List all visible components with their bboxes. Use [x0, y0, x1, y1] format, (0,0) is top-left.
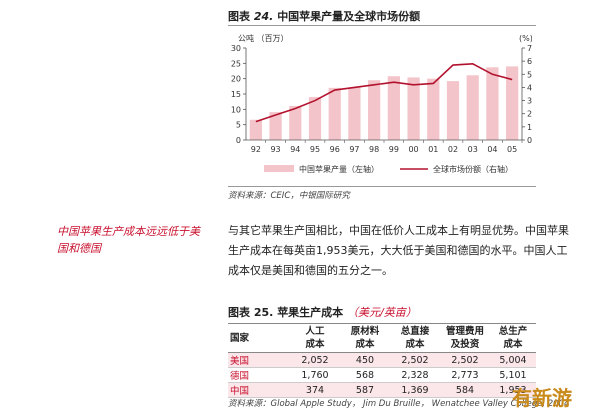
bar-production: [269, 112, 282, 140]
table-source: 资料来源：Global Apple Study， Jim Du Bruille，…: [228, 399, 570, 409]
bar-production: [407, 77, 420, 140]
x-tick-label: 01: [428, 145, 438, 154]
header-country: 国家: [230, 332, 250, 344]
left-tick-label: 30: [231, 44, 241, 53]
cell-labor: 1,760: [301, 369, 329, 381]
table-row: 德国 1,760 568 2,328 2,773 5,101: [228, 368, 536, 383]
bar-production: [368, 80, 381, 140]
bar-production: [506, 66, 519, 140]
cell-labor: 374: [305, 384, 325, 396]
x-tick-label: 92: [251, 145, 261, 154]
x-tick-label: 97: [349, 145, 359, 154]
cell-total: 5,101: [499, 369, 527, 381]
right-tick-label: 0: [527, 136, 532, 145]
right-tick-label: 70: [527, 44, 532, 53]
bar-production: [249, 119, 262, 140]
x-tick-label: 03: [468, 145, 478, 154]
table-row: 美国 2,052 450 2,502 2,502 5,004: [228, 352, 536, 368]
bar-production: [289, 105, 302, 140]
x-tick-label: 94: [290, 145, 300, 154]
header-overhead: 管理费用 及投资: [445, 326, 484, 350]
right-axis-title: (%): [519, 34, 532, 43]
body-paragraph: 与其它苹果生产国相比，中国在低价人工成本上有明显优势。中国苹果生产成本在每英亩1…: [228, 224, 569, 277]
header-direct: 总直接 成本: [400, 326, 430, 350]
cell-materials: 587: [355, 384, 375, 396]
left-axis-title: 公吨 （百万）: [238, 33, 289, 43]
right-tick-label: 20: [527, 110, 532, 119]
figure-bottom-rule: [228, 186, 536, 187]
cell-direct: 2,502: [401, 354, 429, 366]
cell-direct: 2,328: [401, 369, 429, 381]
bar-production: [387, 76, 400, 140]
figure-top-rule: [228, 25, 536, 26]
cell-country: 德国: [230, 371, 250, 382]
table-row: 中国 374 587 1,369 584 1,953: [228, 382, 536, 398]
table-header-row: 国家 人工 成本 原材料 成本 总直接 成本 管理费用 及投资 总生产 成本: [228, 323, 536, 353]
cell-total: 1,953: [499, 384, 527, 396]
bar-production: [446, 81, 460, 140]
right-tick-label: 50: [527, 70, 532, 79]
bar-production: [466, 75, 479, 140]
x-tick-label: 04: [487, 145, 497, 154]
cell-overhead: 584: [455, 384, 475, 396]
bar-production: [427, 78, 440, 140]
cell-overhead: 2,502: [451, 354, 479, 366]
bar-production: [486, 67, 499, 140]
left-axis: 公吨 （百万） 0 5 10 15 20 25 30: [231, 33, 289, 145]
chart-legend: 中国苹果产量（左轴） 全球市场份额（右轴）: [264, 164, 513, 174]
bar-series: [249, 66, 519, 140]
x-tick-label: 05: [507, 145, 517, 154]
left-tick-label: 10: [231, 105, 241, 114]
cell-country: 中国: [230, 386, 250, 397]
cell-direct: 1,369: [401, 384, 429, 396]
right-axis: (%) 0 10 20 30 40 50 60 70: [519, 34, 532, 145]
figure-source: 资料来源：CEIC，中银国际研究: [228, 191, 350, 201]
cell-country: 美国: [230, 356, 250, 367]
header-materials: 原材料 成本: [350, 326, 380, 350]
header-total: 总生产 成本: [498, 326, 528, 350]
x-tick-label: 96: [330, 145, 340, 154]
legend-label-share: 全球市场份额（右轴）: [433, 164, 513, 174]
left-tick-label: 5: [236, 121, 241, 130]
x-tick-label: 95: [310, 145, 320, 154]
left-tick-label: 15: [231, 90, 241, 99]
x-tick-label: 98: [369, 145, 379, 154]
x-tick-label: 02: [448, 145, 458, 154]
x-tick-label: 00: [408, 145, 418, 154]
side-note: 中国苹果生产成本远远低于美国和德国: [57, 225, 200, 255]
line-market-share: [255, 62, 513, 123]
left-tick-label: 20: [231, 75, 241, 84]
right-tick-label: 60: [527, 57, 532, 66]
bar-production: [308, 97, 322, 140]
right-tick-label: 10: [527, 123, 532, 132]
cell-labor: 2,052: [301, 354, 329, 366]
bar-production: [348, 87, 361, 140]
legend-label-production: 中国苹果产量（左轴）: [299, 164, 379, 174]
cell-overhead: 2,773: [451, 369, 479, 381]
x-tick-label: 99: [389, 145, 399, 154]
cell-materials: 450: [355, 354, 375, 366]
line-series: [255, 62, 513, 123]
x-tick-label: 93: [270, 145, 280, 154]
x-axis: 92 93 94 95 96 97 98 99 00 01 02 03 04 05: [246, 139, 523, 154]
table-title: 图表 25. 苹果生产成本 （美元/英亩）: [228, 306, 417, 319]
left-tick-label: 25: [231, 59, 241, 68]
right-tick-label: 40: [527, 83, 532, 92]
legend-swatch-production: [264, 165, 294, 172]
right-tick-label: 30: [527, 97, 532, 106]
bar-production: [328, 87, 341, 140]
header-labor: 人工 成本: [305, 326, 325, 350]
cell-materials: 568: [355, 369, 375, 381]
cost-table: 国家 人工 成本 原材料 成本 总直接 成本 管理费用 及投资 总生产 成本 美国 2,0…: [228, 323, 536, 398]
figure-title: 图表 24. 中国苹果产量及全球市场份额: [228, 10, 421, 23]
cell-total: 5,004: [499, 354, 527, 366]
left-tick-label: 0: [236, 136, 241, 145]
watermark-logo: 有新游: [512, 386, 572, 410]
